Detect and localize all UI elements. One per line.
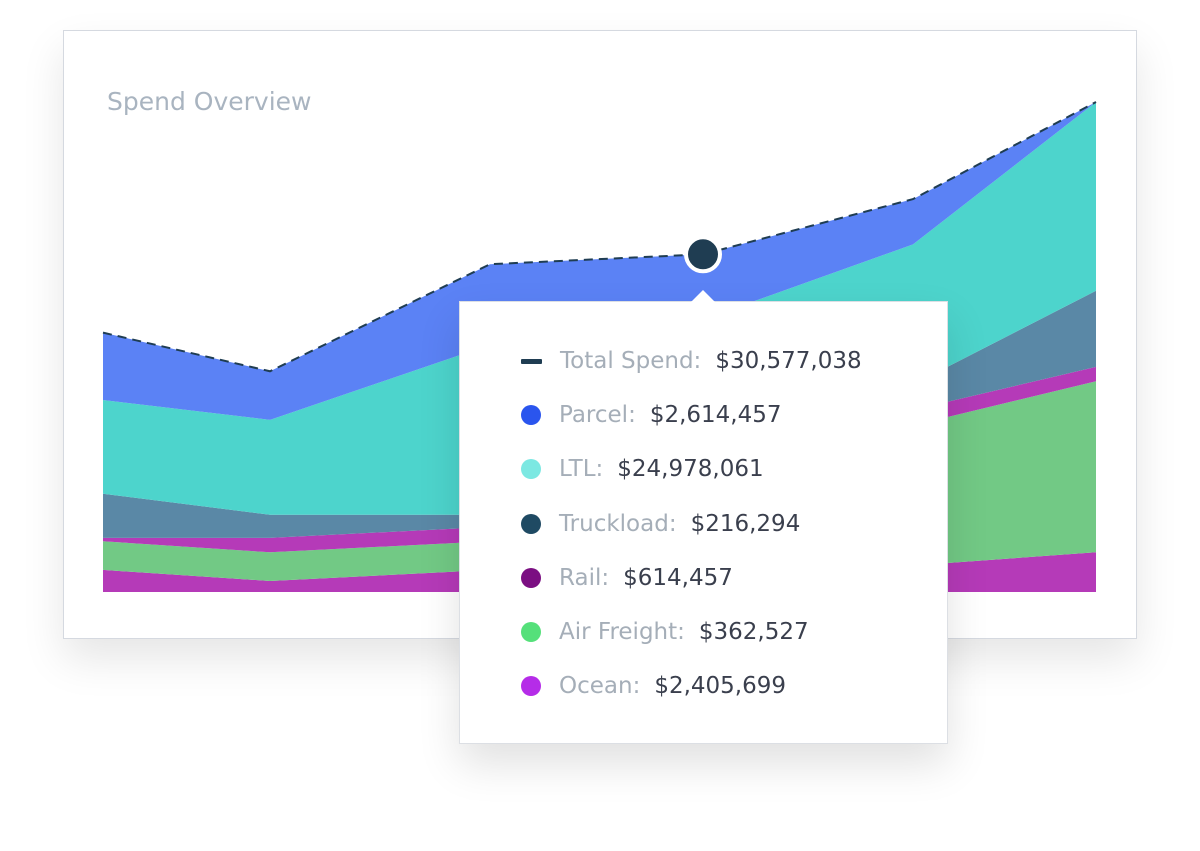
tooltip-label: Parcel: (559, 402, 636, 429)
tooltip-label: Truckload: (559, 510, 677, 537)
hover-marker (684, 235, 722, 274)
tooltip-row: Truckload: $216,294 (520, 509, 800, 539)
tooltip-label: Air Freight: (559, 619, 685, 645)
legend-marker (521, 622, 541, 642)
chart-title: Spend Overview (107, 87, 311, 116)
tooltip: Total Spend: $30,577,038 Parcel: $2,614,457… (459, 301, 948, 744)
tooltip-label: Total Spend: (560, 348, 702, 374)
legend-marker (521, 358, 542, 364)
tooltip-value: $24,978,061 (617, 456, 764, 483)
tooltip-value: $2,614,457 (649, 402, 782, 429)
tooltip-label: LTL: (559, 456, 604, 483)
area-layer (103, 102, 1096, 420)
legend-marker (521, 513, 541, 534)
tooltip-label: Rail: (559, 564, 610, 591)
tooltip-value: $216,294 (690, 510, 801, 537)
tooltip-row: LTL: $24,978,061 (520, 454, 764, 484)
legend-marker (521, 676, 541, 697)
legend-marker (521, 405, 541, 426)
tooltip-label: Ocean: (559, 673, 641, 700)
total-line (102, 101, 1097, 373)
tooltip-row: Air Freight: $362,527 (520, 617, 809, 647)
tooltip-row: Ocean: $2,405,699 (520, 671, 786, 701)
tooltip-value: $30,577,038 (715, 348, 862, 374)
tooltip-row: Parcel: $2,614,457 (520, 400, 782, 430)
tooltip-value: $614,457 (623, 564, 733, 591)
tooltip-row: Rail: $614,457 (520, 563, 733, 593)
tooltip-value: $362,527 (698, 619, 809, 645)
legend-marker (521, 459, 541, 480)
tooltip-value: $2,405,699 (654, 673, 787, 700)
tooltip-row: Total Spend: $30,577,038 (520, 346, 862, 376)
legend-marker (521, 567, 541, 588)
